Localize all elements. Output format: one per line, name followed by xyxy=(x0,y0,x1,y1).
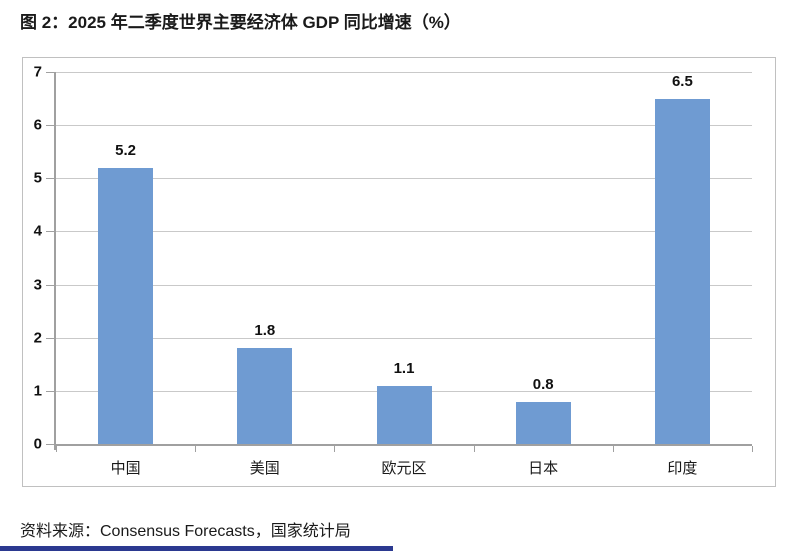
gridline xyxy=(56,125,752,127)
bar-value-label: 6.5 xyxy=(671,72,693,90)
x-axis-label: 美国 xyxy=(249,460,280,477)
y-axis-label: 7 xyxy=(33,63,42,81)
bar-value-label: 1.1 xyxy=(393,359,415,377)
x-axis-line xyxy=(54,444,752,446)
y-axis-tick xyxy=(46,72,54,73)
plot-area: 0 1 2 3 4 5 6 7 5.2 中国 1.8 美国 1.1 欧元区 0.8 日本 6.5 印度 xyxy=(34,65,753,477)
x-axis-tick xyxy=(752,446,753,452)
gridline xyxy=(56,231,752,233)
chart-area: 0 1 2 3 4 5 6 7 5.2 中国 1.8 美国 1.1 欧元区 0.8 日本 6.5 印度 xyxy=(22,57,776,487)
bar-美国 xyxy=(237,348,293,444)
y-axis-label: 6 xyxy=(33,116,42,134)
y-axis-tick xyxy=(46,125,54,127)
x-axis-tick xyxy=(195,446,197,452)
bar-value-label: 1.8 xyxy=(254,322,276,340)
y-axis-tick xyxy=(46,337,54,339)
x-axis-label: 欧元区 xyxy=(381,460,427,477)
bar-中国 xyxy=(98,167,154,444)
bar-欧元区 xyxy=(376,385,432,444)
figure-title: 图 2：2025 年二季度世界主要经济体 GDP 同比增速（%） xyxy=(20,13,461,32)
bar-value-label: 5.2 xyxy=(115,141,137,159)
y-axis-label: 1 xyxy=(33,382,42,400)
gridline xyxy=(56,178,752,180)
y-axis-tick xyxy=(46,284,54,286)
x-axis-tick xyxy=(56,446,57,452)
y-axis-label: 4 xyxy=(33,222,42,240)
bar-印度 xyxy=(654,98,710,444)
bar-日本 xyxy=(515,401,571,444)
x-axis-label: 日本 xyxy=(528,460,559,477)
y-axis-line xyxy=(54,72,56,450)
y-axis-tick xyxy=(46,444,54,445)
x-axis-tick xyxy=(473,446,475,452)
y-axis-tick xyxy=(46,178,54,180)
y-axis-label: 0 xyxy=(33,435,42,453)
y-axis-label: 3 xyxy=(33,276,42,294)
y-axis-label: 2 xyxy=(33,329,42,347)
y-axis-tick xyxy=(46,390,54,392)
x-axis-label: 印度 xyxy=(667,460,698,477)
source-note: 资料来源：Consensus Forecasts，国家统计局 xyxy=(20,523,351,540)
x-axis-tick xyxy=(334,446,336,452)
gridline xyxy=(56,337,752,339)
footer-accent-bar xyxy=(0,546,393,551)
gridline xyxy=(56,72,752,73)
bar-value-label: 0.8 xyxy=(532,375,554,393)
x-axis-label: 中国 xyxy=(110,460,141,477)
y-axis-tick xyxy=(46,231,54,233)
x-axis-tick xyxy=(612,446,614,452)
y-axis-label: 5 xyxy=(33,169,42,187)
gridline xyxy=(56,284,752,286)
